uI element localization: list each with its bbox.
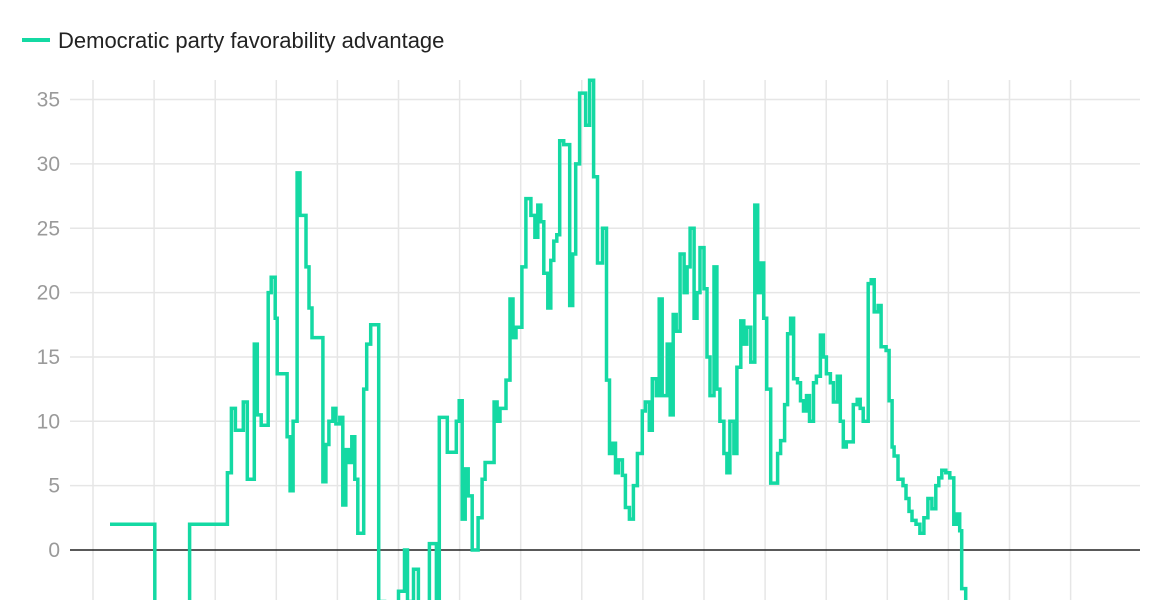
y-tick-label: 20 <box>37 282 60 305</box>
legend: Democratic party favorability advantage <box>22 28 444 53</box>
y-tick-label: 15 <box>37 346 60 369</box>
y-axis-tick-labels: 0 5 10 15 20 25 30 35 <box>37 89 60 562</box>
y-tick-label: 10 <box>37 410 60 433</box>
y-tick-label: 25 <box>37 217 60 240</box>
y-tick-label: 30 <box>37 153 60 176</box>
legend-label: Democratic party favorability advantage <box>58 28 444 53</box>
y-tick-label: 35 <box>37 89 60 112</box>
y-tick-label: 0 <box>48 539 60 562</box>
y-tick-label: 5 <box>48 475 60 498</box>
series-line <box>110 78 968 600</box>
